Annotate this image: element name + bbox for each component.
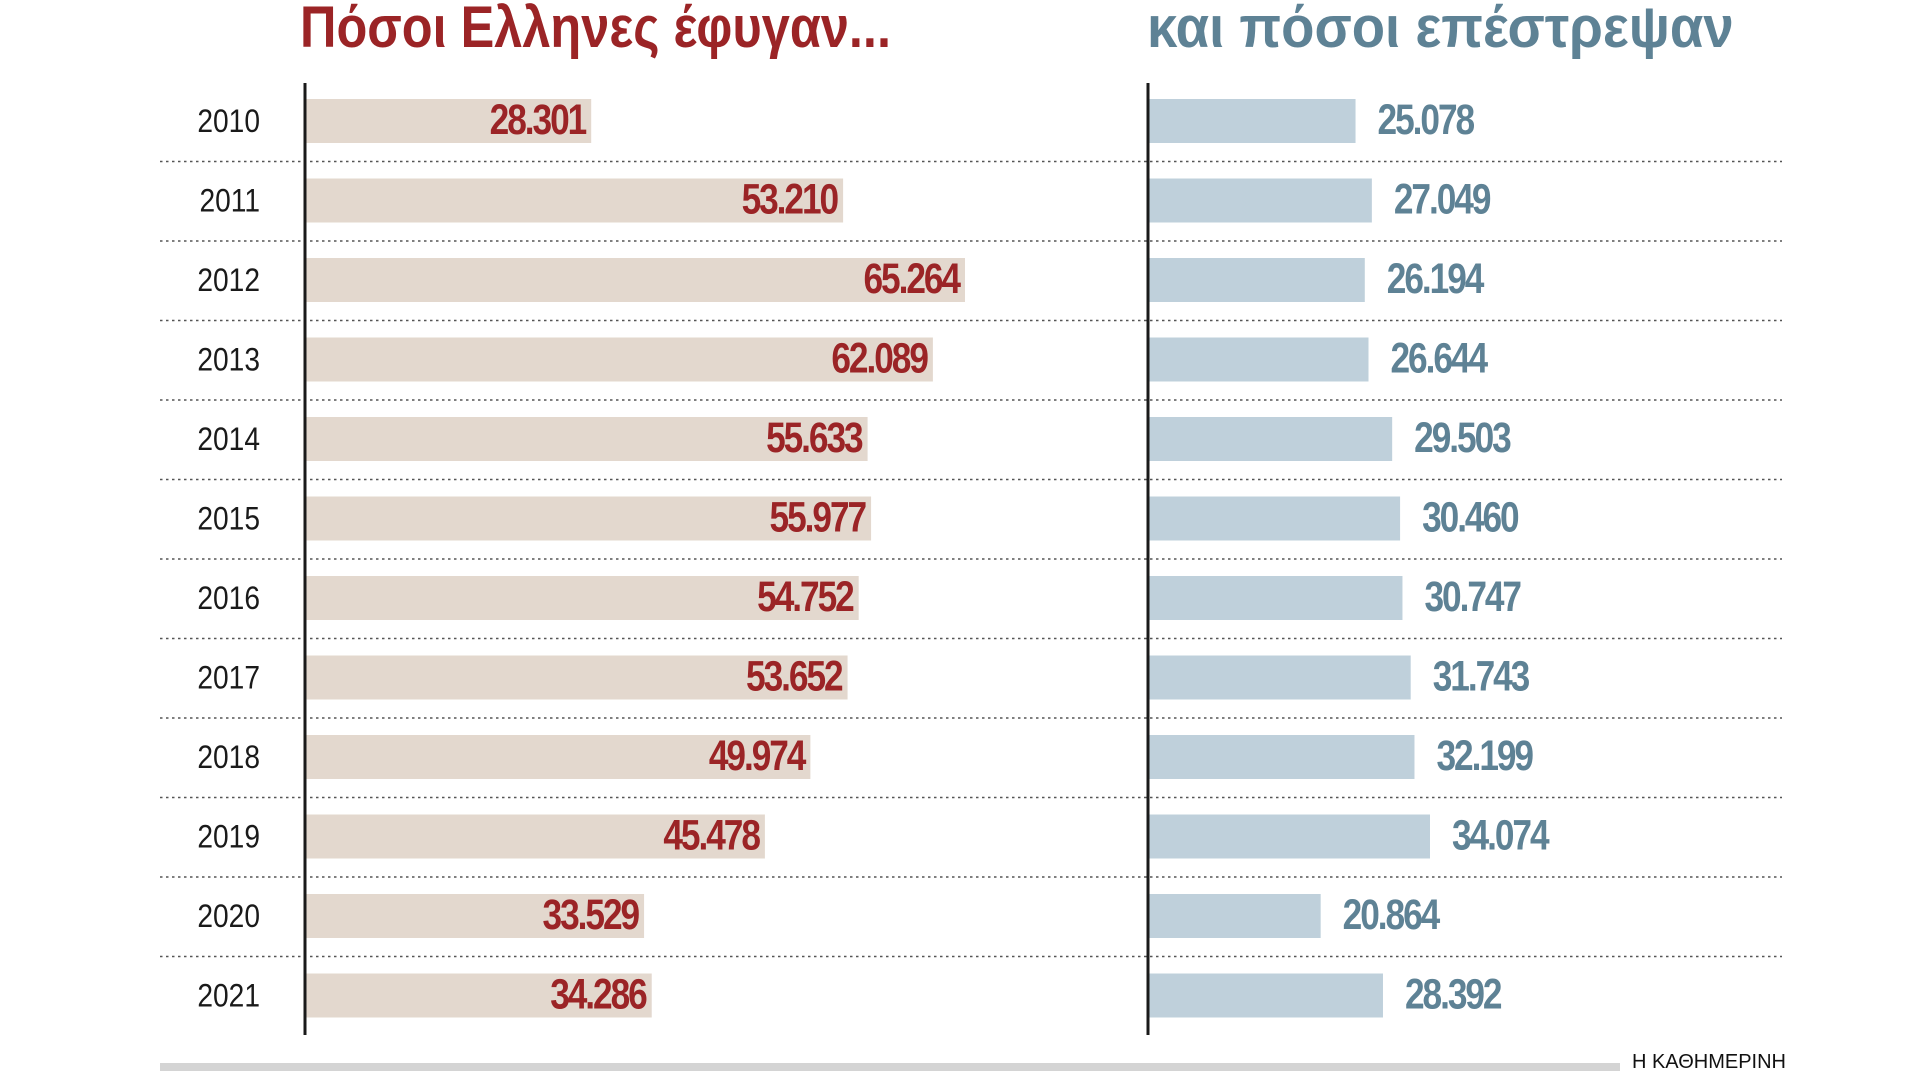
right-chart-value-labels: 25.078 27.049 26.194 26.644 29.503 30.460 30.7… <box>1343 96 1552 1019</box>
left-bar <box>305 576 859 620</box>
right-value-label: 34.074 <box>1452 811 1550 859</box>
year-label: 2013 <box>197 343 260 378</box>
left-value-label: 54.752 <box>757 573 854 621</box>
right-value-label: 26.194 <box>1387 255 1485 303</box>
left-chart-title: Πόσοι Ελληνες έφυγαν... <box>300 0 891 60</box>
right-bar <box>1148 814 1430 859</box>
right-value-label: 20.864 <box>1343 891 1441 939</box>
left-bar <box>305 973 652 1018</box>
left-bar <box>305 814 765 859</box>
left-bar <box>305 496 872 541</box>
left-value-label: 62.089 <box>831 334 928 382</box>
year-label: 2012 <box>197 263 260 298</box>
left-value-label: 65.264 <box>863 255 961 303</box>
right-value-label: 27.049 <box>1394 175 1491 223</box>
left-value-label: 55.977 <box>770 493 867 541</box>
right-value-label: 29.503 <box>1414 414 1511 462</box>
right-bar <box>1148 735 1415 779</box>
right-value-label: 31.743 <box>1433 652 1530 700</box>
right-bar <box>1148 576 1403 620</box>
right-bar <box>1148 973 1383 1018</box>
year-label: 2014 <box>197 422 260 457</box>
right-bar <box>1148 496 1401 541</box>
right-value-label: 26.644 <box>1391 334 1489 382</box>
year-label: 2020 <box>197 899 260 934</box>
right-bar <box>1148 337 1369 382</box>
left-chart-value-labels: 28.301 53.210 65.264 62.089 55.633 55.977 54.7… <box>490 96 964 1019</box>
right-value-label: 30.460 <box>1422 493 1519 541</box>
right-bar <box>1148 655 1411 700</box>
left-value-label: 28.301 <box>490 96 587 144</box>
left-bar <box>305 655 848 700</box>
left-value-label: 55.633 <box>766 414 863 462</box>
left-bar <box>305 894 645 938</box>
source-rule <box>160 1063 1620 1071</box>
left-value-label: 49.974 <box>709 732 807 780</box>
left-value-label: 53.210 <box>742 175 839 223</box>
year-label: 2019 <box>197 820 260 855</box>
right-chart-title: και πόσοι επέστρεψαν <box>1147 0 1734 60</box>
source-credit: Η ΚΑΘΗΜΕΡΙΝΗ <box>1631 1051 1786 1073</box>
right-bar <box>1148 417 1393 461</box>
right-chart-bars <box>1148 99 1430 1018</box>
year-label: 2010 <box>197 104 260 139</box>
left-bar <box>305 258 965 302</box>
left-value-label: 53.652 <box>746 652 843 700</box>
right-value-label: 32.199 <box>1436 732 1533 780</box>
left-bar <box>305 735 811 779</box>
right-value-label: 28.392 <box>1405 970 1502 1018</box>
left-value-label: 34.286 <box>550 970 647 1018</box>
left-value-label: 33.529 <box>543 891 640 939</box>
right-value-label: 30.747 <box>1424 573 1521 621</box>
left-bar <box>305 417 868 461</box>
left-bar <box>305 337 933 382</box>
left-bar <box>305 99 592 143</box>
year-label: 2016 <box>197 581 260 616</box>
year-labels: 2010 2011 2012 2013 2014 2015 2016 2017 2018 2019… <box>197 104 260 1014</box>
year-label: 2021 <box>197 979 260 1014</box>
right-value-label: 25.078 <box>1378 96 1475 144</box>
left-chart-bars <box>305 99 965 1018</box>
right-bar <box>1148 178 1372 223</box>
left-value-label: 45.478 <box>663 811 760 859</box>
year-label: 2015 <box>197 502 260 537</box>
year-label: 2018 <box>197 740 260 775</box>
year-label: 2017 <box>197 661 260 696</box>
chart-axes <box>303 83 1150 1035</box>
year-label: 2011 <box>199 184 260 219</box>
row-separators <box>160 160 1782 958</box>
right-bar <box>1148 258 1365 302</box>
right-bar <box>1148 99 1356 143</box>
left-bar <box>305 178 844 223</box>
right-bar <box>1148 894 1321 938</box>
